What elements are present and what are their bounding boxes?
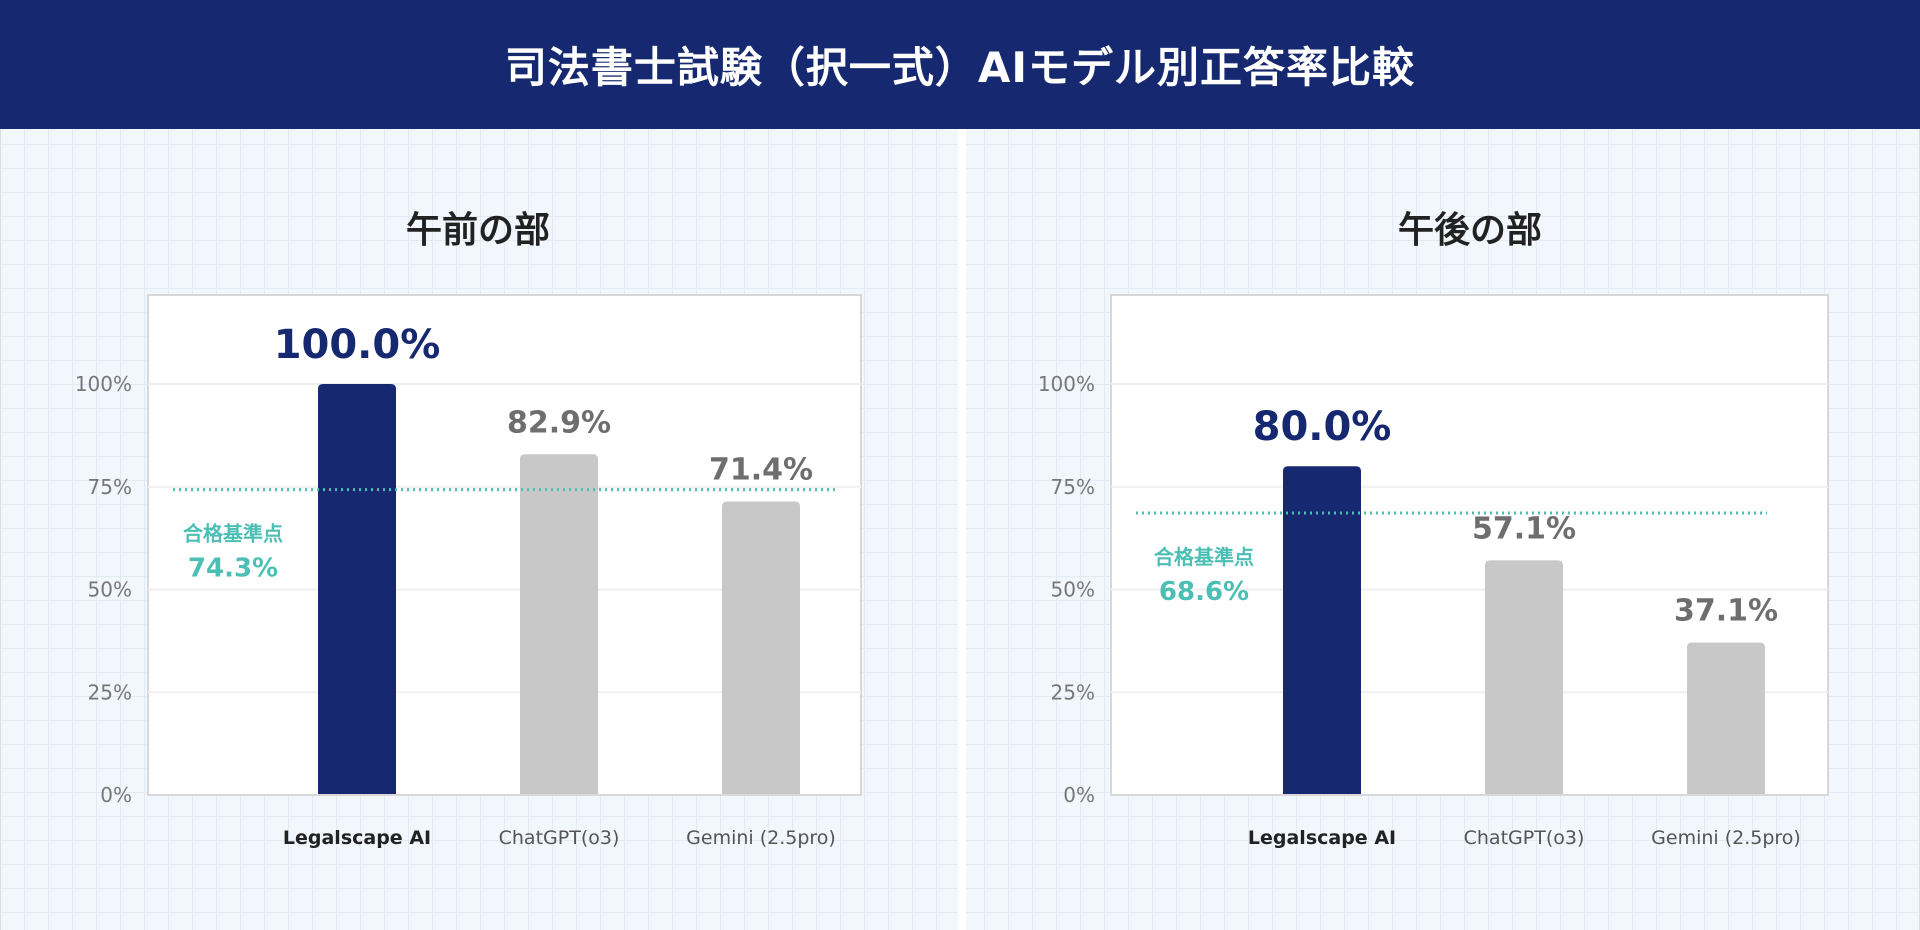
y-tick-label: 100% <box>75 372 132 396</box>
chart-title: 午前の部 <box>406 210 550 251</box>
bar <box>1485 560 1563 795</box>
chart-title: 午後の部 <box>1398 210 1542 251</box>
y-tick-label: 0% <box>1063 783 1095 807</box>
bar <box>318 384 396 795</box>
threshold-value: 74.3% <box>188 554 278 584</box>
x-tick-label: Legalscape AI <box>283 827 431 849</box>
data-label: 71.4% <box>709 453 813 488</box>
x-tick-label: Gemini (2.5pro) <box>686 827 836 849</box>
y-tick-label: 50% <box>1051 578 1095 602</box>
y-tick-label: 25% <box>88 680 132 704</box>
y-tick-label: 75% <box>88 475 132 499</box>
chart-panel-2: 午後の部 0% 25% 50% 75% 100% 80.0% Legalscape AI 57.… <box>1038 210 1829 849</box>
data-label: 82.9% <box>507 405 611 440</box>
data-label: 100.0% <box>274 322 441 368</box>
data-label: 80.0% <box>1253 404 1392 450</box>
page-title: 司法書士試験（択一式）AIモデル別正答率比較 <box>504 43 1416 92</box>
y-tick-label: 0% <box>100 783 132 807</box>
header-bar: 司法書士試験（択一式）AIモデル別正答率比較 <box>0 0 1920 129</box>
threshold-value: 68.6% <box>1159 577 1249 607</box>
x-tick-label: Legalscape AI <box>1248 827 1396 849</box>
bar <box>1283 466 1361 795</box>
y-tick-label: 50% <box>88 578 132 602</box>
threshold-label: 合格基準点 <box>183 522 283 546</box>
x-tick-label: Gemini (2.5pro) <box>1651 827 1801 849</box>
threshold-label: 合格基準点 <box>1154 545 1254 569</box>
y-tick-label: 75% <box>1051 475 1095 499</box>
panel-border <box>0 129 1 930</box>
bar <box>1687 642 1765 795</box>
chart-panel-1: 午前の部 0% 25% 50% 75% 100% 100.0% Legalscape AI 82… <box>75 210 862 849</box>
x-tick-label: ChatGPT(o3) <box>499 827 620 849</box>
y-tick-label: 25% <box>1051 680 1095 704</box>
data-label: 57.1% <box>1472 511 1576 546</box>
x-tick-label: ChatGPT(o3) <box>1464 827 1585 849</box>
bar <box>722 501 800 795</box>
y-tick-label: 100% <box>1038 372 1095 396</box>
data-label: 37.1% <box>1674 594 1778 629</box>
bar <box>520 454 598 795</box>
panel-divider <box>958 129 966 930</box>
